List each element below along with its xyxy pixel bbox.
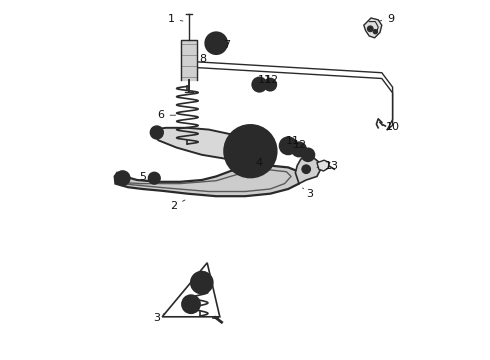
Polygon shape xyxy=(115,166,303,196)
Circle shape xyxy=(268,82,273,87)
Circle shape xyxy=(224,125,276,177)
Text: 6: 6 xyxy=(158,110,175,120)
Text: 12: 12 xyxy=(265,75,279,85)
Circle shape xyxy=(182,295,200,313)
Circle shape xyxy=(196,277,207,288)
Circle shape xyxy=(210,37,222,49)
Text: 9: 9 xyxy=(379,14,394,24)
Circle shape xyxy=(245,143,253,152)
Circle shape xyxy=(148,172,160,184)
Circle shape xyxy=(116,171,130,185)
Circle shape xyxy=(284,141,293,150)
Circle shape xyxy=(233,134,268,168)
Text: 4: 4 xyxy=(250,158,262,168)
Polygon shape xyxy=(153,128,252,160)
Circle shape xyxy=(295,146,303,153)
Text: 10: 10 xyxy=(382,122,400,132)
Circle shape xyxy=(280,137,297,154)
Circle shape xyxy=(150,126,163,139)
Text: 1: 1 xyxy=(168,14,183,24)
Polygon shape xyxy=(317,160,330,171)
Text: 13: 13 xyxy=(317,161,339,171)
Text: 8: 8 xyxy=(199,54,206,64)
Text: 11: 11 xyxy=(258,75,272,85)
Text: 5: 5 xyxy=(140,172,153,182)
Circle shape xyxy=(252,77,267,92)
Circle shape xyxy=(302,165,311,174)
Text: 11: 11 xyxy=(286,136,299,146)
Text: 12: 12 xyxy=(293,140,307,150)
Circle shape xyxy=(301,148,315,161)
Circle shape xyxy=(243,143,258,159)
Circle shape xyxy=(191,272,213,293)
Circle shape xyxy=(368,26,373,32)
Circle shape xyxy=(264,78,276,91)
Circle shape xyxy=(153,129,160,136)
Circle shape xyxy=(205,32,227,54)
Circle shape xyxy=(373,30,377,34)
Polygon shape xyxy=(364,18,382,38)
Circle shape xyxy=(305,152,311,158)
Circle shape xyxy=(247,148,254,155)
Text: 7: 7 xyxy=(223,40,231,50)
Polygon shape xyxy=(295,157,320,184)
Text: 3: 3 xyxy=(303,188,313,199)
Circle shape xyxy=(292,142,306,157)
Text: 3: 3 xyxy=(153,312,165,323)
Text: 2: 2 xyxy=(170,200,185,211)
Circle shape xyxy=(187,300,196,309)
Circle shape xyxy=(256,81,263,88)
Circle shape xyxy=(119,175,126,182)
Circle shape xyxy=(151,175,157,181)
